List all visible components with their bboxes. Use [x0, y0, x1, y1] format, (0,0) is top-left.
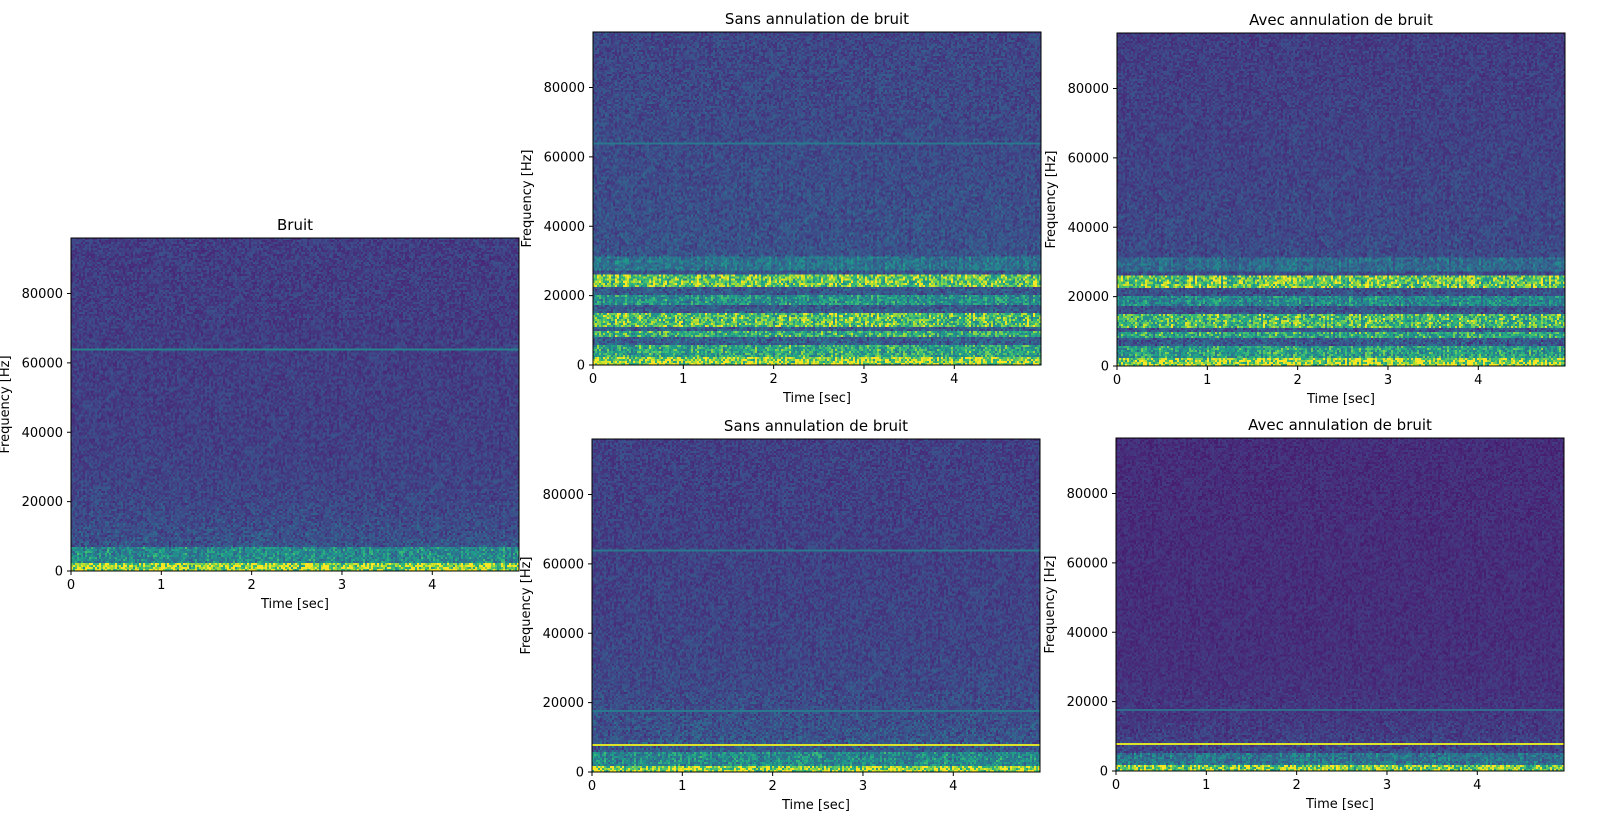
y-tick-label: 40000: [543, 627, 584, 642]
y-tick-label: 20000: [543, 696, 584, 711]
x-tick-label: 1: [1203, 373, 1211, 388]
x-tick-label: 4: [949, 779, 957, 794]
y-tick-label: 40000: [1068, 221, 1109, 236]
y-axis-label: Frequency [Hz]: [520, 149, 535, 247]
y-tick-label: 60000: [1067, 556, 1108, 571]
x-tick-label: 1: [157, 578, 165, 593]
y-axis-label: Frequency [Hz]: [1044, 150, 1059, 248]
y-tick-label: 60000: [22, 356, 63, 371]
x-tick-label: 1: [1202, 778, 1210, 793]
y-tick-label: 20000: [544, 289, 585, 304]
y-tick-label: 80000: [1067, 487, 1108, 502]
x-axis-label: Time [sec]: [1306, 392, 1375, 407]
x-tick-label: 0: [1112, 778, 1120, 793]
x-axis-label: Time [sec]: [1305, 797, 1374, 812]
spectrogram-panel-bruit: Bruit 0 1 2 3 4 0 20000 40000 60000 80000 Time [sec…: [0, 216, 520, 612]
axes-frame: [591, 438, 1041, 773]
y-axis-label: Frequency [Hz]: [519, 556, 534, 654]
y-tick-label: 60000: [1068, 151, 1109, 166]
y-tick-label: 80000: [22, 287, 63, 302]
axes-frame: [70, 237, 520, 572]
y-tick-label: 0: [55, 565, 63, 580]
y-tick-label: 40000: [22, 426, 63, 441]
x-axis-label: Time [sec]: [781, 798, 850, 813]
spectrogram-heatmap: [592, 439, 1040, 772]
y-tick-label: 80000: [543, 488, 584, 503]
y-tick-label: 60000: [544, 150, 585, 165]
x-tick-label: 4: [428, 578, 436, 593]
spectrogram-heatmap: [71, 238, 519, 571]
spectrogram-panel-sans-top: Sans annulation de bruit 0 1 2 3 4 0 20000 40000…: [520, 10, 1042, 406]
spectrogram-panel-avec-top: Avec annulation de bruit 0 1 2 3 4 0 20000 40000…: [1044, 11, 1566, 407]
y-tick-label: 20000: [1067, 695, 1108, 710]
x-tick-label: 0: [589, 372, 597, 387]
chart-title: Sans annulation de bruit: [724, 417, 908, 435]
spectrogram-panel-avec-bottom: Avec annulation de bruit 0 1 2 3 4 0 20000 40000…: [1043, 416, 1565, 812]
spectrogram-panel-sans-bottom: Sans annulation de bruit 0 1 2 3 4 0 20000 40000…: [519, 417, 1041, 813]
axes-frame: [592, 31, 1042, 366]
chart-title: Avec annulation de bruit: [1248, 416, 1432, 434]
axes-frame: [1116, 32, 1566, 367]
x-tick-label: 0: [1113, 373, 1121, 388]
y-tick-label: 40000: [544, 220, 585, 235]
x-tick-label: 0: [67, 578, 75, 593]
x-axis-label: Time [sec]: [260, 597, 329, 612]
x-tick-label: 2: [1294, 373, 1302, 388]
y-axis-label: Frequency [Hz]: [1043, 555, 1058, 653]
x-tick-label: 3: [860, 372, 868, 387]
x-tick-label: 2: [248, 578, 256, 593]
x-tick-label: 4: [1474, 373, 1482, 388]
x-tick-label: 1: [678, 779, 686, 794]
y-axis-label: Frequency [Hz]: [0, 355, 13, 453]
y-tick-label: 0: [576, 766, 584, 781]
y-tick-label: 60000: [543, 557, 584, 572]
x-axis-label: Time [sec]: [782, 391, 851, 406]
y-tick-label: 0: [1101, 360, 1109, 375]
spectrogram-heatmap: [1116, 438, 1564, 771]
spectrogram-heatmap: [593, 32, 1041, 365]
x-tick-label: 3: [1383, 778, 1391, 793]
y-tick-label: 40000: [1067, 626, 1108, 641]
x-tick-label: 4: [1473, 778, 1481, 793]
chart-title: Sans annulation de bruit: [725, 10, 909, 28]
y-tick-label: 0: [577, 359, 585, 374]
x-tick-label: 1: [679, 372, 687, 387]
x-tick-label: 0: [588, 779, 596, 794]
x-tick-label: 3: [859, 779, 867, 794]
x-tick-label: 4: [950, 372, 958, 387]
y-tick-label: 0: [1100, 765, 1108, 780]
x-tick-label: 2: [770, 372, 778, 387]
spectrogram-heatmap: [1117, 33, 1565, 366]
y-tick-label: 80000: [1068, 82, 1109, 97]
y-tick-label: 20000: [1068, 290, 1109, 305]
y-tick-label: 80000: [544, 81, 585, 96]
axes-frame: [1115, 437, 1565, 772]
chart-title: Bruit: [277, 216, 313, 234]
x-tick-label: 2: [1293, 778, 1301, 793]
x-tick-label: 2: [769, 779, 777, 794]
chart-title: Avec annulation de bruit: [1249, 11, 1433, 29]
x-tick-label: 3: [338, 578, 346, 593]
y-tick-label: 20000: [22, 495, 63, 510]
x-tick-label: 3: [1384, 373, 1392, 388]
